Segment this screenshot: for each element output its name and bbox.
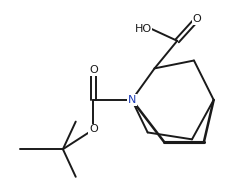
Text: O: O — [89, 124, 98, 135]
Text: O: O — [192, 14, 201, 24]
Text: HO: HO — [134, 24, 152, 34]
Text: N: N — [128, 95, 136, 105]
Text: O: O — [89, 65, 98, 75]
